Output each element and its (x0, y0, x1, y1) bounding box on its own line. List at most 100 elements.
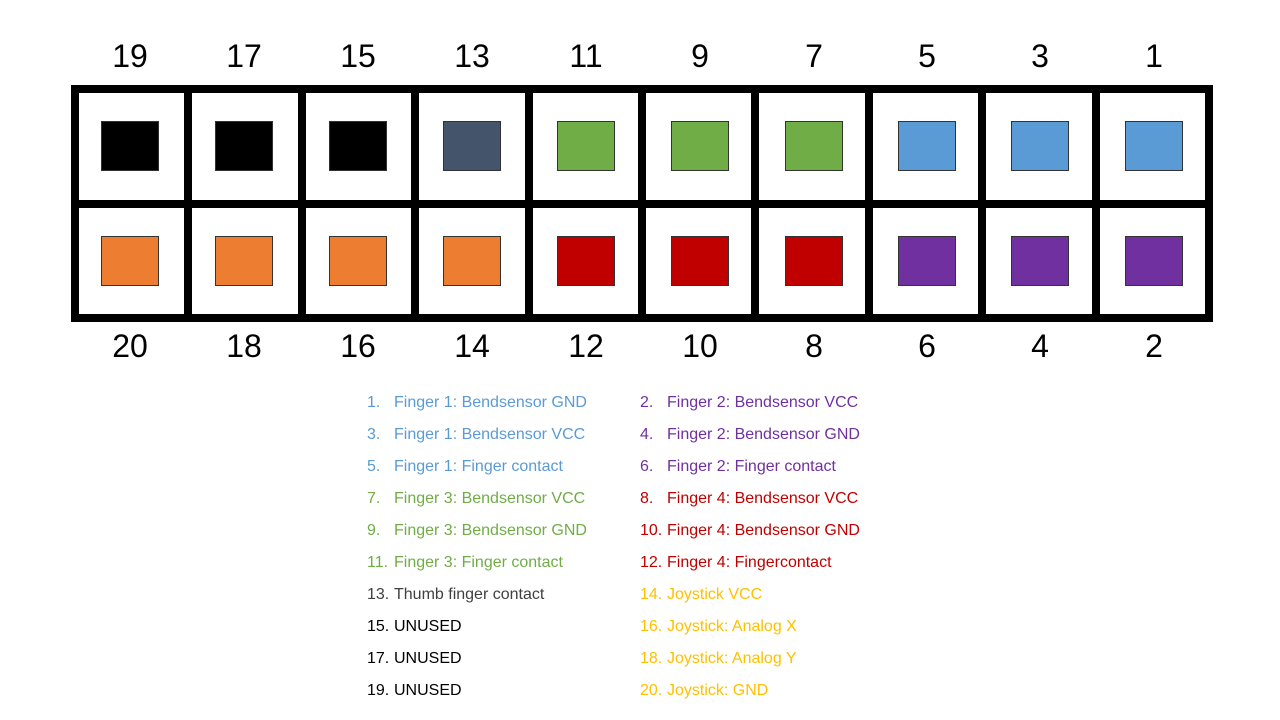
pin-number-label: 15 (340, 38, 376, 74)
legend-item-number: 15. (367, 618, 390, 635)
pin-pad (897, 235, 956, 286)
legend-item-number: 12. (640, 554, 663, 571)
legend-item-number: 1. (367, 394, 381, 411)
pin-number-label: 18 (226, 328, 262, 364)
legend-item: 9. Finger 3: Bendsensor GND (367, 520, 587, 542)
pin-pad (214, 235, 273, 286)
legend-item-text: Joystick: Analog Y (667, 650, 797, 667)
top-pin-cell (646, 93, 752, 200)
legend-item-text: Thumb finger contact (394, 586, 545, 603)
top-pin-cell (759, 93, 865, 200)
legend-item-text: Finger 2: Finger contact (667, 458, 836, 475)
pin-pad (671, 121, 729, 172)
pin-pad (101, 235, 159, 286)
legend-item-text: Finger 2: Bendsensor GND (667, 426, 860, 443)
legend-item-number: 8. (640, 490, 654, 507)
top-pin-cell (79, 93, 185, 200)
legend-item-text: UNUSED (394, 618, 462, 635)
pin-pad (897, 121, 956, 172)
legend-item-number: 3. (367, 426, 381, 443)
pin-pad (442, 235, 501, 286)
top-pin-cell (532, 93, 638, 200)
pin-pad (671, 235, 729, 286)
pin-number-label: 14 (454, 328, 490, 364)
legend-item-text: Finger 1: Bendsensor VCC (394, 426, 586, 443)
pin-number-label: 8 (805, 328, 823, 364)
top-pin-cell (419, 93, 525, 200)
legend-item: 14. Joystick VCC (640, 584, 762, 606)
pin-pad (784, 121, 843, 172)
bottom-pin-cell (759, 207, 865, 314)
legend-item: 6. Finger 2: Finger contact (640, 456, 836, 478)
legend-item-text: Finger 3: Bendsensor VCC (394, 490, 586, 507)
bottom-pin-cell (986, 207, 1092, 314)
bottom-pin-cell (192, 207, 298, 314)
legend-item-text: Finger 4: Bendsensor VCC (667, 490, 859, 507)
bottom-pin-cell (532, 207, 638, 314)
pin-number-label: 1 (1145, 38, 1163, 74)
pin-number-label: 12 (568, 328, 604, 364)
legend-item: 4. Finger 2: Bendsensor GND (640, 424, 860, 446)
bottom-pin-cell (646, 207, 752, 314)
legend-item-number: 16. (640, 618, 663, 635)
bottom-pin-cell (305, 207, 412, 314)
legend-item: 2. Finger 2: Bendsensor VCC (640, 392, 858, 414)
legend-item-text: Joystick: GND (667, 682, 769, 699)
legend-item-number: 5. (367, 458, 381, 475)
legend-item-number: 18. (640, 650, 663, 667)
legend-item-text: Finger 2: Bendsensor VCC (667, 394, 859, 411)
pin-number-label: 2 (1145, 328, 1163, 364)
pin-number-label: 10 (682, 328, 718, 364)
pin-pad (1010, 235, 1069, 286)
pin-pad (556, 121, 615, 172)
pin-pad (101, 121, 159, 172)
top-pin-cell (1099, 93, 1205, 200)
bottom-pin-cell (872, 207, 979, 314)
legend-item: 12. Finger 4: Fingercontact (640, 552, 832, 574)
legend-item: 20. Joystick: GND (640, 680, 768, 702)
pin-pad (1010, 121, 1069, 172)
legend-item-text: Joystick: Analog X (667, 618, 797, 635)
legend-item-text: Finger 1: Finger contact (394, 458, 563, 475)
legend-item-text: Finger 3: Finger contact (394, 554, 563, 571)
legend-item-text: Finger 4: Fingercontact (667, 554, 832, 571)
pin-number-label: 17 (226, 38, 262, 74)
bottom-pin-cell (1099, 207, 1205, 314)
connector-header (71, 85, 1213, 322)
pin-pad (1124, 121, 1183, 172)
top-pin-cell (872, 93, 979, 200)
pin-pad (442, 121, 501, 172)
legend-item: 5. Finger 1: Finger contact (367, 456, 563, 478)
pin-number-label: 13 (454, 38, 490, 74)
pin-number-label: 9 (691, 38, 709, 74)
bottom-pin-cell (419, 207, 525, 314)
legend-item: 3. Finger 1: Bendsensor VCC (367, 424, 585, 446)
legend-item-number: 7. (367, 490, 381, 507)
legend-item: 17. UNUSED (367, 648, 462, 670)
legend-item-number: 9. (367, 522, 381, 539)
pin-number-label: 19 (112, 38, 148, 74)
pin-number-label: 11 (569, 38, 603, 74)
pin-pad (328, 121, 387, 172)
pin-number-label: 20 (112, 328, 148, 364)
pin-pad (784, 235, 843, 286)
legend-item-number: 10. (640, 522, 663, 539)
legend-item-number: 20. (640, 682, 663, 699)
top-pin-cell (305, 93, 412, 200)
pin-number-label: 6 (918, 328, 936, 364)
legend-item: 8. Finger 4: Bendsensor VCC (640, 488, 858, 510)
legend-item-number: 13. (367, 586, 390, 603)
legend-item-number: 19. (367, 682, 390, 699)
legend-item-number: 11. (367, 554, 389, 571)
legend-item-number: 17. (367, 650, 390, 667)
legend-item: 19. UNUSED (367, 680, 462, 702)
legend-item: 10. Finger 4: Bendsensor GND (640, 520, 860, 542)
legend-item: 15. UNUSED (367, 616, 462, 638)
legend-item-number: 14. (640, 586, 663, 603)
legend-item-text: UNUSED (394, 650, 462, 667)
legend-item: 11. Finger 3: Finger contact (367, 552, 563, 574)
legend-item: 1. Finger 1: Bendsensor GND (367, 392, 587, 414)
top-pin-cell (986, 93, 1092, 200)
legend-item-text: Finger 1: Bendsensor GND (394, 394, 587, 411)
legend-item: 7. Finger 3: Bendsensor VCC (367, 488, 585, 510)
